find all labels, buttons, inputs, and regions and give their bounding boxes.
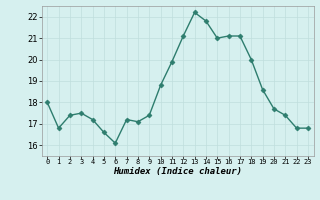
X-axis label: Humidex (Indice chaleur): Humidex (Indice chaleur)	[113, 167, 242, 176]
